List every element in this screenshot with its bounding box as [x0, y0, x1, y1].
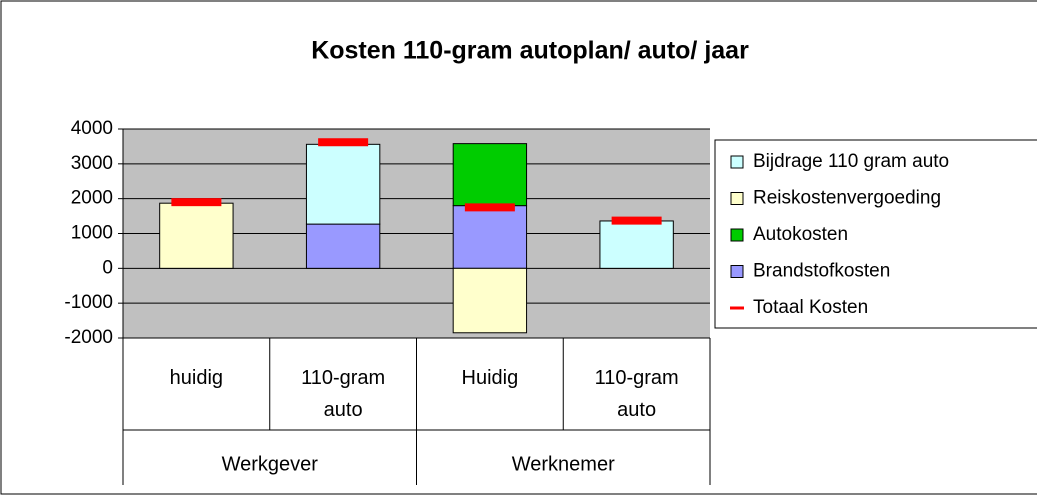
legend-label: Reiskostenvergoeding	[753, 188, 941, 209]
legend-label: Brandstofkosten	[753, 261, 890, 282]
legend	[714, 139, 1037, 329]
bar	[305, 143, 381, 225]
legend-swatch	[730, 228, 744, 242]
legend-label: Totaal Kosten	[753, 297, 868, 318]
group-label: Werkgever	[222, 453, 319, 475]
bar	[452, 205, 528, 269]
bar	[599, 220, 674, 269]
x-tick-label: 110-gram auto	[594, 367, 679, 421]
bar	[452, 267, 528, 334]
chart-title: Kosten 110-gram autoplan/ auto/ jaar	[311, 37, 749, 65]
y-tick-label: -2000	[64, 327, 113, 348]
y-tick-label: 4000	[71, 118, 113, 139]
y-tick-label: -1000	[64, 292, 113, 313]
total-marker	[171, 198, 222, 207]
y-tick-label: 0	[102, 257, 113, 278]
y-tick-label: 2000	[71, 188, 113, 209]
y-tick-label: 3000	[71, 153, 113, 174]
x-tick-label: 110-gram auto	[301, 367, 386, 421]
legend-label: Bijdrage 110 gram auto	[753, 151, 949, 172]
legend-label: Autokosten	[753, 224, 848, 245]
bar	[305, 223, 381, 269]
bar	[159, 202, 234, 269]
total-marker	[611, 216, 662, 225]
legend-swatch	[730, 265, 744, 278]
x-tick-label: huidig	[169, 367, 224, 389]
total-marker	[318, 138, 369, 147]
total-marker	[464, 203, 515, 212]
legend-swatch	[730, 306, 744, 310]
legend-swatch	[730, 192, 744, 205]
x-tick-label: Huidig	[461, 367, 519, 389]
y-tick-label: 1000	[71, 223, 113, 244]
legend-swatch	[730, 155, 744, 169]
group-label: Werknemer	[512, 453, 615, 475]
bar	[452, 143, 528, 207]
